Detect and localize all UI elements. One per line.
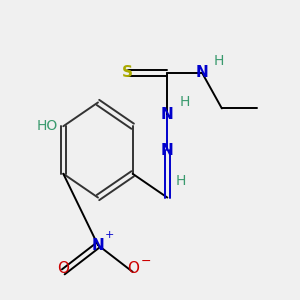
Text: N: N [92, 238, 104, 253]
Text: H: H [213, 54, 224, 68]
Text: N: N [196, 65, 208, 80]
Text: HO: HO [37, 119, 58, 133]
Text: −: − [141, 255, 152, 268]
Text: O: O [127, 261, 139, 276]
Text: +: + [104, 230, 114, 240]
Text: H: H [180, 95, 190, 110]
Text: O: O [57, 261, 69, 276]
Text: H: H [176, 174, 186, 188]
Text: S: S [122, 65, 133, 80]
Text: N: N [161, 142, 174, 158]
Text: N: N [161, 107, 174, 122]
